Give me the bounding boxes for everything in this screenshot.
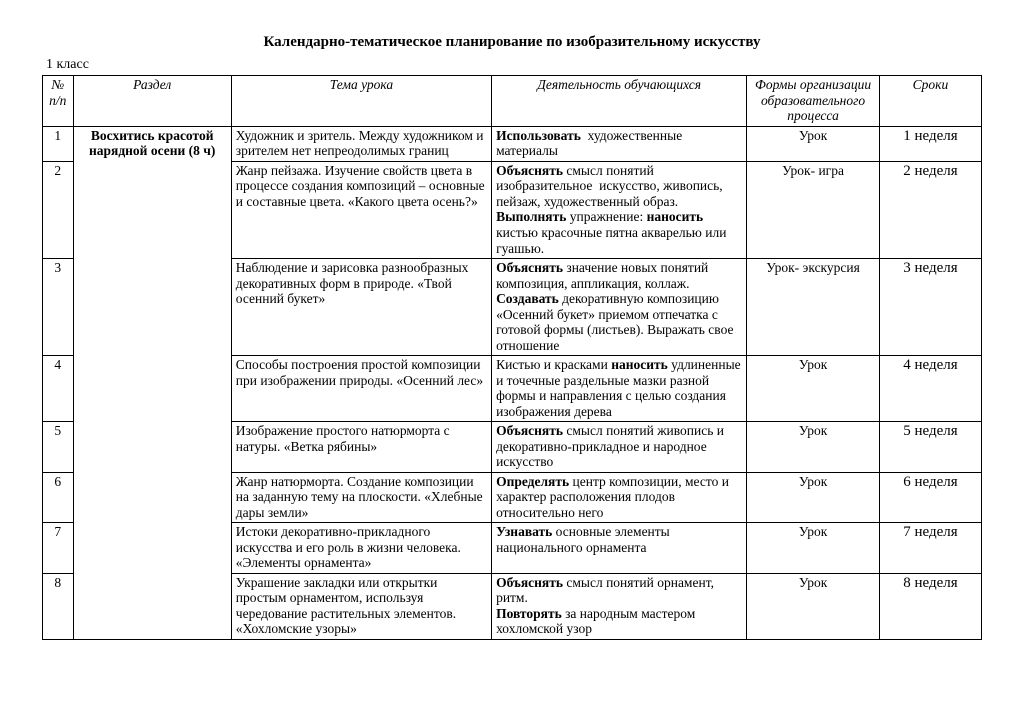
cell-num: 2 [43, 161, 74, 258]
cell-time: 7 неделя [879, 523, 981, 574]
cell-time: 8 неделя [879, 573, 981, 639]
cell-num: 3 [43, 259, 74, 356]
cell-topic: Жанр натюрморта. Создание композиции на … [231, 472, 491, 523]
cell-time: 1 неделя [879, 126, 981, 161]
page-subtitle: 1 класс [46, 57, 982, 73]
cell-topic: Способы построения простой композиции пр… [231, 356, 491, 422]
col-activity: Деятельность обучающихся [492, 76, 747, 127]
cell-form: Урок [747, 523, 880, 574]
cell-activity: Определять центр композиции, место и хар… [492, 472, 747, 523]
cell-topic: Изображение простого натюрморта с натуры… [231, 422, 491, 473]
col-form: Формы организации образовательного проце… [747, 76, 880, 127]
cell-topic: Истоки декоративно-прикладного искусства… [231, 523, 491, 574]
cell-num: 4 [43, 356, 74, 422]
page-title: Календарно-тематическое планирование по … [42, 34, 982, 51]
cell-num: 8 [43, 573, 74, 639]
cell-num: 7 [43, 523, 74, 574]
cell-activity: Использовать художественные материалы [492, 126, 747, 161]
table-body: 1Восхитись красотой нарядной осени (8 ч)… [43, 126, 982, 639]
document-page: Календарно-тематическое планирование по … [0, 0, 1024, 725]
cell-activity: Узнавать основные элементы национального… [492, 523, 747, 574]
cell-section: Восхитись красотой нарядной осени (8 ч) [73, 126, 231, 639]
cell-time: 6 неделя [879, 472, 981, 523]
col-section: Раздел [73, 76, 231, 127]
cell-time: 2 неделя [879, 161, 981, 258]
cell-form: Урок [747, 126, 880, 161]
cell-time: 4 неделя [879, 356, 981, 422]
cell-num: 5 [43, 422, 74, 473]
col-topic: Тема урока [231, 76, 491, 127]
cell-form: Урок [747, 472, 880, 523]
cell-form: Урок [747, 573, 880, 639]
cell-time: 5 неделя [879, 422, 981, 473]
col-time: Сроки [879, 76, 981, 127]
plan-table: № п/п Раздел Тема урока Деятельность обу… [42, 75, 982, 640]
cell-num: 1 [43, 126, 74, 161]
cell-activity: Объяснять смысл понятий живопись и декор… [492, 422, 747, 473]
cell-topic: Художник и зритель. Между художником и з… [231, 126, 491, 161]
cell-topic: Украшение закладки или открытки простым … [231, 573, 491, 639]
cell-topic: Наблюдение и зарисовка разнообразных дек… [231, 259, 491, 356]
cell-activity: Объяснять значение новых понятий компози… [492, 259, 747, 356]
cell-num: 6 [43, 472, 74, 523]
cell-time: 3 неделя [879, 259, 981, 356]
cell-activity: Объяснять смысл понятий изобразительное … [492, 161, 747, 258]
cell-form: Урок [747, 422, 880, 473]
cell-topic: Жанр пейзажа. Изучение свойств цвета в п… [231, 161, 491, 258]
table-row: 1Восхитись красотой нарядной осени (8 ч)… [43, 126, 982, 161]
cell-activity: Кистью и красками наносить удлиненные и … [492, 356, 747, 422]
cell-form: Урок [747, 356, 880, 422]
table-header-row: № п/п Раздел Тема урока Деятельность обу… [43, 76, 982, 127]
cell-activity: Объяснять смысл понятий орнамент, ритм.П… [492, 573, 747, 639]
col-num: № п/п [43, 76, 74, 127]
cell-form: Урок- игра [747, 161, 880, 258]
cell-form: Урок- экскурсия [747, 259, 880, 356]
